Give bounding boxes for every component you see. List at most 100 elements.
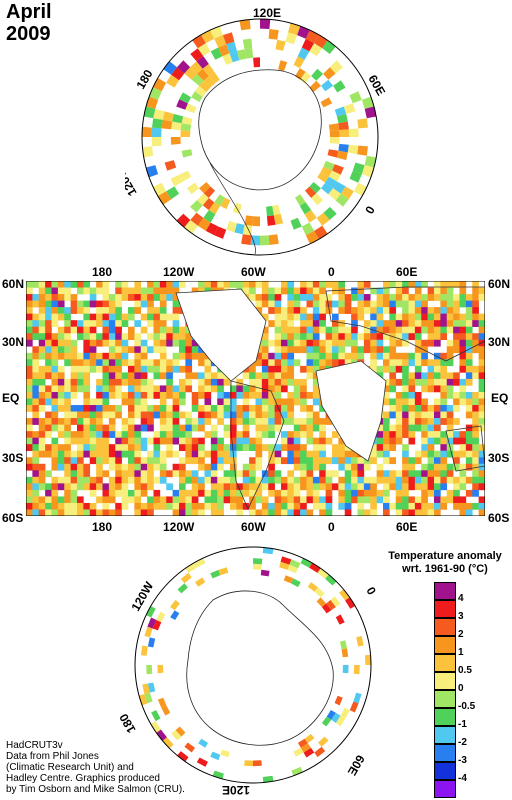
anomaly-cell (198, 509, 205, 516)
anomaly-cell (478, 502, 485, 510)
anomaly-cell (83, 476, 91, 484)
anomaly-cell (83, 470, 91, 478)
anomaly-cell (45, 391, 52, 399)
anomaly-cell (77, 509, 84, 516)
anomaly-cell (465, 405, 473, 412)
anomaly-cell (108, 391, 116, 399)
anomaly-cell (459, 378, 467, 386)
anomaly-cell (51, 333, 59, 341)
anomaly-cell (376, 307, 384, 314)
anomaly-cell (459, 346, 467, 354)
polar-anomaly-cell (197, 43, 211, 57)
anomaly-cell (115, 483, 122, 491)
anomaly-cell (465, 307, 473, 314)
anomaly-cell (128, 346, 135, 354)
polar-anomaly-cell (295, 194, 306, 206)
polar-anomaly-cell (328, 123, 340, 131)
anomaly-cell (268, 294, 275, 301)
anomaly-cell (38, 320, 46, 327)
polar-anomaly-cell (179, 92, 192, 104)
polar-anomaly-cell (321, 182, 334, 195)
anomaly-cell (223, 476, 231, 484)
anomaly-cell (414, 320, 422, 327)
anomaly-cell (217, 411, 224, 419)
anomaly-cell (172, 502, 180, 510)
anomaly-cell (166, 287, 173, 295)
anomaly-cell (287, 307, 295, 314)
greenland-coastline (209, 162, 256, 255)
anomaly-cell (325, 470, 333, 478)
anomaly-cell (70, 405, 78, 412)
anomaly-cell (153, 411, 161, 419)
anomaly-cell (96, 313, 103, 321)
anomaly-cell (383, 307, 390, 314)
anomaly-cell (32, 281, 40, 288)
anomaly-cell (204, 431, 212, 438)
anomaly-cell (408, 313, 416, 321)
anomaly-cell (26, 300, 33, 308)
anomaly-cell (38, 405, 46, 412)
anomaly-cell (344, 294, 352, 301)
anomaly-cell (453, 502, 460, 510)
anomaly-cell (102, 365, 110, 373)
polar-anomaly-cell (164, 160, 177, 171)
anomaly-cell (363, 307, 371, 314)
anomaly-cell (440, 326, 448, 334)
anomaly-cell (395, 509, 403, 516)
anomaly-cell (204, 391, 212, 399)
anomaly-cell (57, 307, 65, 314)
anomaly-cell (363, 320, 371, 327)
anomaly-cell (210, 476, 218, 484)
anomaly-cell (306, 287, 314, 295)
anomaly-cell (414, 352, 422, 360)
anomaly-cell (51, 313, 59, 321)
anomaly-cell (147, 470, 154, 478)
south-label-60e: 60E (345, 753, 368, 778)
anomaly-cell (108, 300, 116, 308)
anomaly-cell (255, 418, 263, 425)
polar-anomaly-cell (176, 213, 191, 228)
anomaly-cell (293, 431, 301, 438)
anomaly-cell (376, 320, 384, 327)
anomaly-cell (389, 476, 397, 484)
anomaly-cell (261, 313, 269, 321)
anomaly-cell (465, 489, 473, 497)
anomaly-cell (357, 483, 365, 491)
anomaly-cell (344, 502, 352, 510)
anomaly-cell (261, 365, 269, 373)
anomaly-cell (134, 287, 142, 295)
anomaly-cell (153, 391, 161, 399)
anomaly-cell (210, 502, 218, 510)
anomaly-cell (274, 333, 282, 341)
anomaly-cell (344, 300, 352, 308)
anomaly-cell (383, 294, 390, 301)
anomaly-cell (45, 502, 52, 510)
anomaly-cell (357, 463, 365, 471)
polar-anomaly-cell (177, 751, 189, 762)
anomaly-cell (453, 457, 460, 465)
anomaly-cell (344, 476, 352, 484)
anomaly-cell (70, 502, 78, 510)
anomaly-cell (395, 287, 403, 295)
anomaly-cell (128, 457, 135, 465)
anomaly-cell (64, 470, 71, 478)
legend-title-line2: wrt. 1961-90 (°C) (402, 563, 488, 575)
anomaly-cell (77, 476, 84, 484)
anomaly-cell (465, 502, 473, 510)
anomaly-cell (102, 431, 110, 438)
anomaly-cell (147, 424, 154, 432)
anomaly-cell (370, 333, 377, 341)
anomaly-cell (134, 281, 142, 288)
anomaly-cell (274, 385, 282, 393)
anomaly-cell (459, 496, 467, 504)
anomaly-cell (421, 450, 428, 458)
anomaly-cell (357, 470, 365, 478)
anomaly-cell (172, 385, 180, 393)
polar-anomaly-cell (335, 715, 346, 727)
anomaly-cell (332, 431, 339, 438)
anomaly-cell (45, 365, 52, 373)
anomaly-cell (421, 463, 428, 471)
anomaly-cell (26, 483, 33, 491)
anomaly-cell (159, 326, 167, 334)
anomaly-cell (453, 391, 460, 399)
